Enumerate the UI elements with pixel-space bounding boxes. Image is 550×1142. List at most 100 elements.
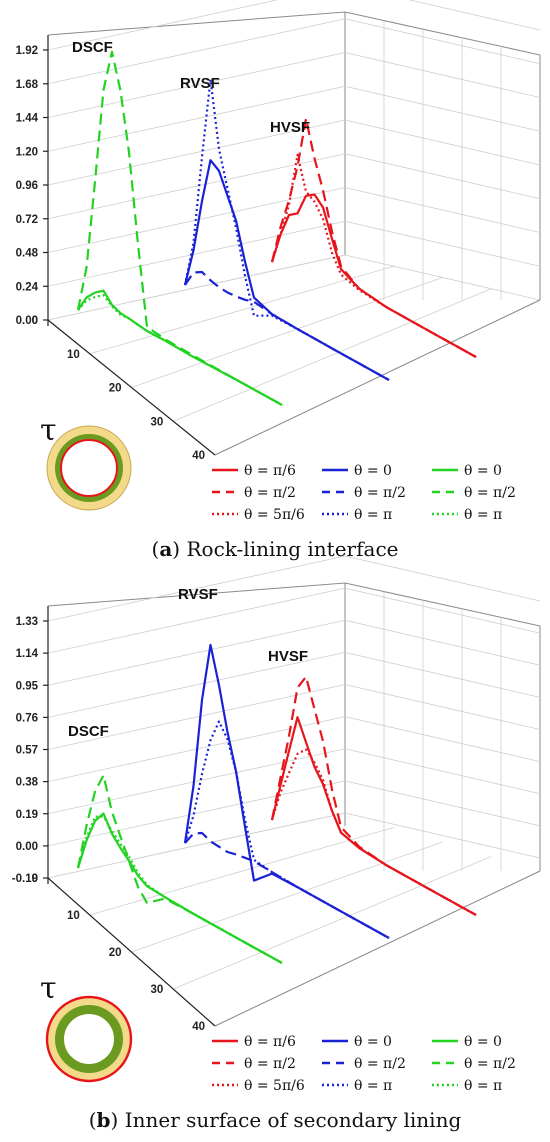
caption-open: ( [152,537,160,561]
grid-line-back [47,85,346,152]
grid-line-floor [131,277,443,388]
grid-line-right [344,85,541,132]
grid-line-back [47,619,346,686]
grid-line-right [344,812,541,859]
caption-letter: b [97,1108,111,1132]
grid-line-floor [89,265,394,355]
grid-line-back [47,555,346,622]
back-wall-frame [47,582,346,826]
value-tick-label: 0.48 [16,248,39,260]
grid-line-right [344,220,541,267]
grid-line-right [344,780,541,827]
group-label-rvsf: RVSF [178,586,218,603]
depth-axis [47,877,216,1027]
depth-axis [47,319,216,456]
series-line-rvsf-dotted [183,720,390,939]
depth-tick-label: 0 [32,315,38,327]
grid-line-back [47,18,346,85]
grid-line-back [47,587,346,654]
value-tick-label: 0.19 [16,809,38,821]
right-wall-frame [344,11,541,300]
legend-label: θ = π [354,1078,392,1094]
grid-line-right [344,187,541,233]
legend-label: θ = π/6 [244,463,296,479]
grid-line-right [344,18,541,65]
value-tick-label: 1.44 [16,113,39,125]
series-line-rvsf-dashed [184,831,390,939]
inset-inner-void [64,1014,114,1064]
series-line-hvsf-dashed [270,675,477,916]
grid-line-floor [47,254,346,321]
legend-label: θ = π/2 [354,1056,406,1072]
caption-text: Inner surface of secondary lining [125,1108,462,1132]
value-tick-label: 0.00 [16,315,38,327]
depth-tick-label: 30 [150,416,163,428]
series-line-rvsf-solid [183,643,390,939]
group-label-hvsf: HVSF [270,119,310,136]
series-line-dscf-dotted [77,294,283,406]
value-tick-label: 1.14 [16,648,39,660]
value-tick-label: 0.76 [16,712,38,724]
chart-panel-a: 0.00 0.24 0.48 0.72 0.96 1.20 1.44 1.68 1.92 0 10 2… [16,0,541,561]
value-tick-label: 1.68 [16,79,39,91]
grid-line-right [344,651,541,698]
legend-label: θ = π/2 [464,1056,516,1072]
grid-line-right [408,0,541,31]
value-tick-label: 0.95 [16,680,39,692]
grid-line-right [344,555,541,602]
depth-tick-label: 0 [32,873,38,885]
series-line-dscf-dotted [76,815,283,964]
depth-tick-label: 40 [192,1021,205,1033]
legend-label: θ = 5π/6 [244,1078,305,1094]
chart-panel-b: -0.19 0.00 0.19 0.38 0.57 0.76 0.95 1.14 1.33 0 10… [12,555,541,1132]
grid-line-right [344,716,541,763]
group-label-rvsf: RVSF [180,75,220,92]
depth-tick-label: 20 [109,947,122,959]
depth-axis-label: τ [40,971,57,1006]
grid-line-right [344,587,541,634]
group-label-hvsf: HVSF [268,648,308,665]
value-tick-label: 0.72 [16,214,38,226]
legend-label: θ = π/6 [244,1034,296,1050]
legend-label: θ = π/2 [354,485,406,501]
value-tick-label: 0.96 [16,180,38,192]
panel-caption: (b) Inner surface of secondary lining [89,1108,462,1132]
depth-tick-label: 10 [67,910,80,922]
value-tick-label: -0.19 [12,873,38,885]
right-wall-frame [344,582,541,871]
series-line-hvsf-dotted [270,153,477,358]
legend-label: θ = 5π/6 [244,507,305,523]
series-line-dscf-dashed [76,50,283,406]
grid-line-right [344,52,541,98]
legend-label: θ = 0 [354,1034,392,1050]
grid-line-right [344,119,541,166]
depth-tick-label: 30 [150,984,163,996]
value-tick-label: 0.38 [16,777,39,789]
grid-line-back [47,52,346,118]
value-tick-label: 1.92 [16,45,38,57]
grid-line-floor [173,856,492,990]
caption-letter: a [159,537,172,561]
caption-close: ) [111,1108,125,1132]
depth-tick-label: 20 [109,383,122,395]
grid-line-back [47,748,346,815]
legend-label: θ = 0 [354,463,392,479]
legend-label: θ = 0 [464,463,502,479]
grid-line-back [47,220,346,287]
depth-axis-label: τ [40,413,57,448]
grid-line-back [47,780,346,847]
grid-line-floor [47,812,346,879]
inset-highlight-edge [60,439,118,497]
series-line-dscf-solid [76,812,283,964]
value-tick-label: 0.00 [16,841,38,853]
grid-line-floor [173,288,492,422]
group-label-dscf: DSCF [72,39,113,56]
grid-line-back [47,0,279,51]
grid-line-back [47,651,346,718]
series-line-hvsf-solid [270,716,477,916]
panel-caption: (a) Rock-lining interface [152,537,399,561]
legend-label: θ = π/2 [464,485,516,501]
floor-front-edge [214,870,541,1027]
legend-label: θ = π/2 [244,1056,296,1072]
